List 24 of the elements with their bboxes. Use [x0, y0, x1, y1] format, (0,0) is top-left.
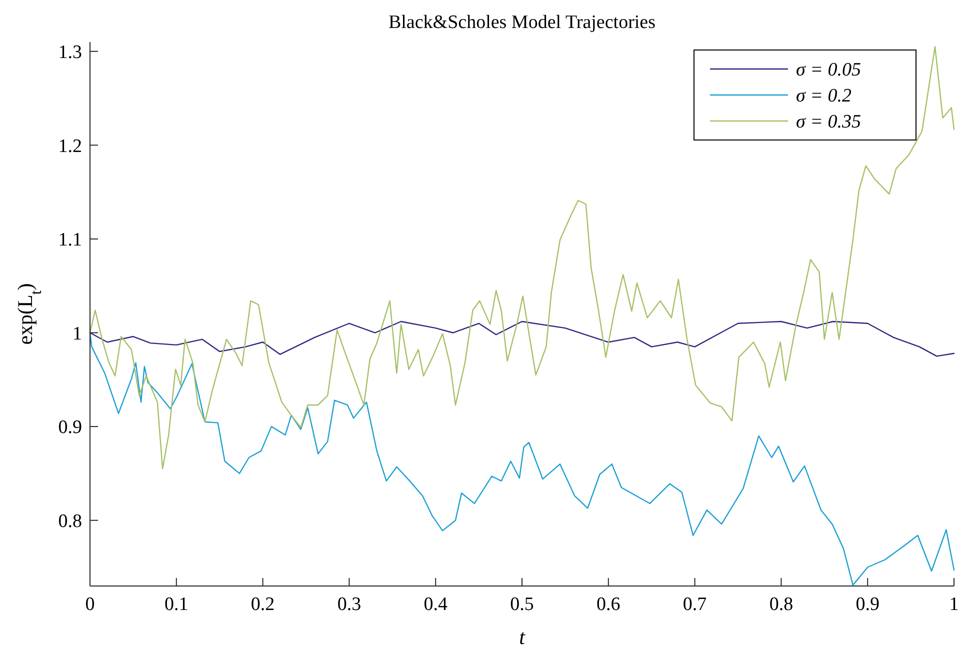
x-tick-label: 0.7 [682, 594, 707, 615]
x-tick-label: 0.9 [856, 594, 880, 615]
legend-label: σ = 0.2 [796, 86, 852, 107]
y-tick-label: 1.3 [58, 42, 82, 64]
y-tick-label: 1.1 [58, 230, 82, 251]
y-tick-label: 0.9 [58, 417, 82, 438]
x-tick-label: 0.3 [337, 594, 362, 615]
legend-label: σ = 0.05 [796, 60, 861, 81]
x-tick-label: 0.2 [250, 594, 275, 615]
x-tick-label: 0 [85, 594, 95, 615]
y-tick-label: 0.8 [58, 510, 82, 532]
x-tick-label: 1 [949, 594, 959, 615]
chart-title: Black&Scholes Model Trajectories [388, 12, 656, 33]
y-tick-label: 1 [72, 323, 82, 344]
line-series [89, 46, 955, 470]
legend-label: σ = 0.35 [796, 112, 861, 133]
y-tick-label: 1.2 [58, 136, 82, 157]
x-tick-label: 0.8 [769, 594, 794, 615]
x-tick-label: 0.6 [596, 594, 620, 615]
x-axis-title: t [519, 625, 526, 649]
line-series [89, 320, 955, 357]
x-tick-label: 0.4 [424, 594, 448, 615]
x-tick-label: 0.5 [510, 594, 534, 615]
x-tick-label: 0.1 [164, 594, 188, 615]
